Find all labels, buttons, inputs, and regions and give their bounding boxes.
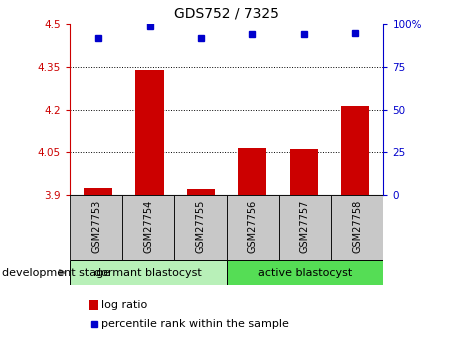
Bar <box>187 189 215 195</box>
Bar <box>331 195 383 260</box>
Text: active blastocyst: active blastocyst <box>258 268 352 277</box>
Bar <box>70 195 122 260</box>
Text: log ratio: log ratio <box>101 300 148 310</box>
Text: GSM27758: GSM27758 <box>352 200 362 253</box>
Bar <box>70 260 226 285</box>
Text: development stage: development stage <box>2 268 110 277</box>
Bar <box>175 195 226 260</box>
Text: GSM27756: GSM27756 <box>248 200 258 253</box>
Text: GSM27753: GSM27753 <box>91 200 101 253</box>
Bar <box>341 106 369 195</box>
Text: GSM27755: GSM27755 <box>195 200 206 253</box>
Text: dormant blastocyst: dormant blastocyst <box>94 268 202 277</box>
Bar <box>226 260 383 285</box>
Title: GDS752 / 7325: GDS752 / 7325 <box>174 6 279 20</box>
Text: GSM27754: GSM27754 <box>143 200 153 253</box>
Text: percentile rank within the sample: percentile rank within the sample <box>101 319 290 329</box>
Bar <box>122 195 175 260</box>
Bar <box>89 300 98 310</box>
Bar <box>238 148 267 195</box>
Bar <box>226 195 279 260</box>
Bar <box>290 149 318 195</box>
Bar <box>84 188 112 195</box>
Bar <box>279 195 331 260</box>
Bar <box>135 70 164 195</box>
Text: GSM27757: GSM27757 <box>300 200 310 253</box>
